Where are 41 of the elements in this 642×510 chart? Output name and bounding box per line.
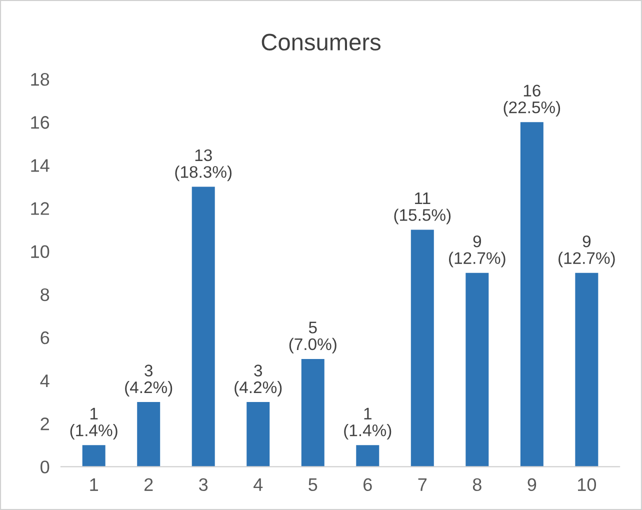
x-tick-label: 1 — [90, 478, 98, 491]
y-tick-label: 4 — [40, 374, 50, 388]
bar — [520, 122, 544, 467]
y-tick-label: 16 — [31, 116, 50, 129]
data-label: 11 (15.5%) — [394, 192, 451, 224]
chart-title: Consumers — [262, 34, 381, 50]
data-label: 5 (7.0%) — [289, 322, 336, 354]
y-tick-label: 10 — [31, 245, 50, 258]
y-tick-label: 0 — [40, 460, 50, 474]
y-tick-label: 18 — [31, 72, 50, 86]
y-tick-label: 6 — [40, 331, 50, 344]
x-tick-label: 3 — [199, 478, 208, 492]
bar — [137, 402, 160, 467]
data-label: 9 (12.7%) — [449, 235, 506, 268]
data-label: 13 (18.3%) — [175, 149, 232, 182]
y-tick-label: 14 — [31, 159, 50, 172]
data-label: 3 (4.2%) — [125, 364, 172, 396]
x-tick-label: 2 — [144, 478, 153, 491]
data-label: 16 (22.5%) — [504, 84, 560, 117]
data-label: 9 (12.7%) — [558, 235, 615, 268]
x-tick-label: 8 — [472, 478, 482, 492]
bar — [246, 402, 270, 467]
x-tick-label: 7 — [418, 478, 427, 491]
bar — [192, 186, 215, 467]
x-tick-label: 9 — [528, 478, 536, 492]
bar — [575, 272, 598, 467]
data-label: 1 (1.4%) — [344, 408, 392, 440]
bar — [301, 358, 324, 467]
y-tick-label: 12 — [31, 202, 49, 215]
x-tick-label: 4 — [254, 478, 263, 491]
data-label: 1 (1.4%) — [70, 408, 118, 440]
data-label: 3 (4.2%) — [234, 364, 282, 396]
x-tick-label: 6 — [364, 478, 372, 492]
bar — [410, 230, 434, 467]
bar — [466, 272, 489, 467]
y-tick-label: 8 — [40, 288, 50, 302]
bar — [356, 445, 380, 467]
x-tick-label: 10 — [578, 478, 596, 492]
x-tick-label: 5 — [308, 478, 318, 492]
bar — [82, 445, 106, 467]
y-tick-label: 2 — [40, 418, 49, 430]
